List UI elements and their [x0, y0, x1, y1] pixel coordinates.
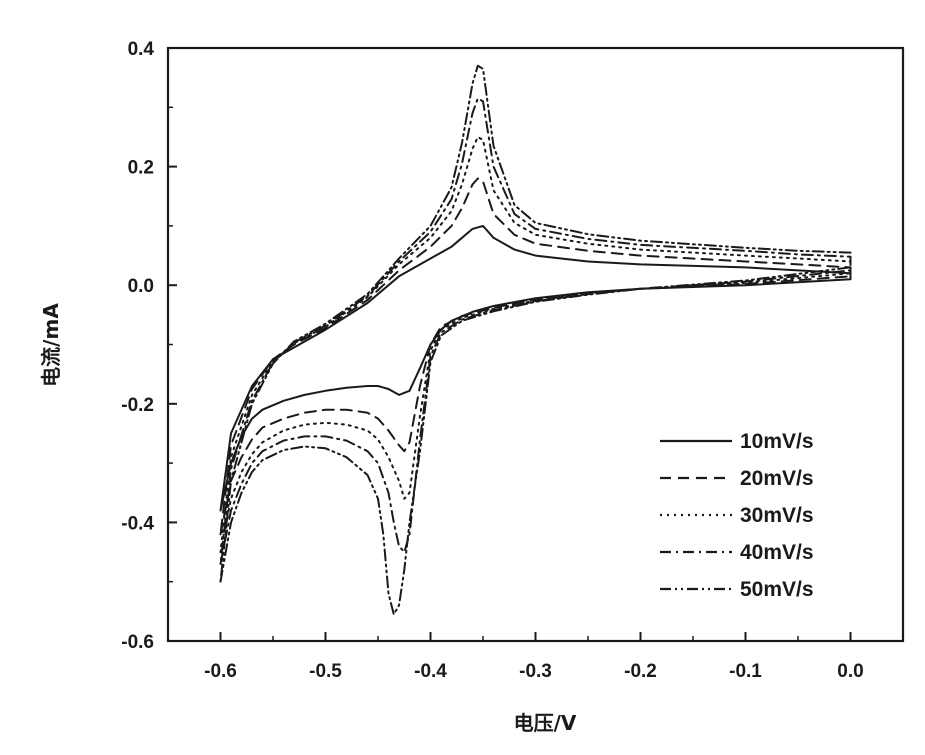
axis-ticks: -0.6 -0.5 -0.4 -0.3 -0.2 -0.1 0.0 -0.6 -0.4 -0.2 0… — [121, 39, 863, 682]
y-axis-title: 电流/mA — [39, 303, 63, 387]
x-tick-label: -0.1 — [729, 661, 762, 682]
legend: 10mV/s 20mV/s 30mV/s 40mV/s 50mV/s — [660, 430, 814, 601]
y-tick-label: -0.4 — [121, 513, 154, 534]
x-tick-label: -0.6 — [204, 661, 237, 682]
y-tick-label: 0.0 — [128, 276, 154, 297]
legend-label: 20mV/s — [740, 467, 814, 490]
series-3 — [219, 97, 852, 565]
series-line-50mV/s — [219, 64, 852, 616]
legend-label: 40mV/s — [740, 541, 814, 564]
x-tick-label: 0.0 — [837, 661, 863, 682]
y-tick-label: -0.6 — [121, 632, 154, 653]
x-tick-label: -0.5 — [309, 661, 342, 682]
y-tick-label: 0.4 — [128, 39, 155, 60]
x-tick-label: -0.2 — [624, 661, 657, 682]
legend-label: 50mV/s — [740, 578, 814, 601]
series-layer — [219, 64, 852, 616]
series-1 — [219, 177, 852, 536]
x-axis-title: 电压/V — [514, 711, 577, 735]
x-tick-label: -0.4 — [414, 661, 447, 682]
series-line-20mV/s — [219, 177, 852, 536]
series-line-40mV/s — [219, 97, 852, 565]
x-tick-label: -0.3 — [519, 661, 552, 682]
legend-label: 30mV/s — [740, 504, 814, 527]
y-tick-label: -0.2 — [121, 395, 154, 416]
y-tick-label: 0.2 — [128, 158, 154, 179]
series-4 — [219, 64, 852, 616]
legend-label: 10mV/s — [740, 430, 814, 453]
